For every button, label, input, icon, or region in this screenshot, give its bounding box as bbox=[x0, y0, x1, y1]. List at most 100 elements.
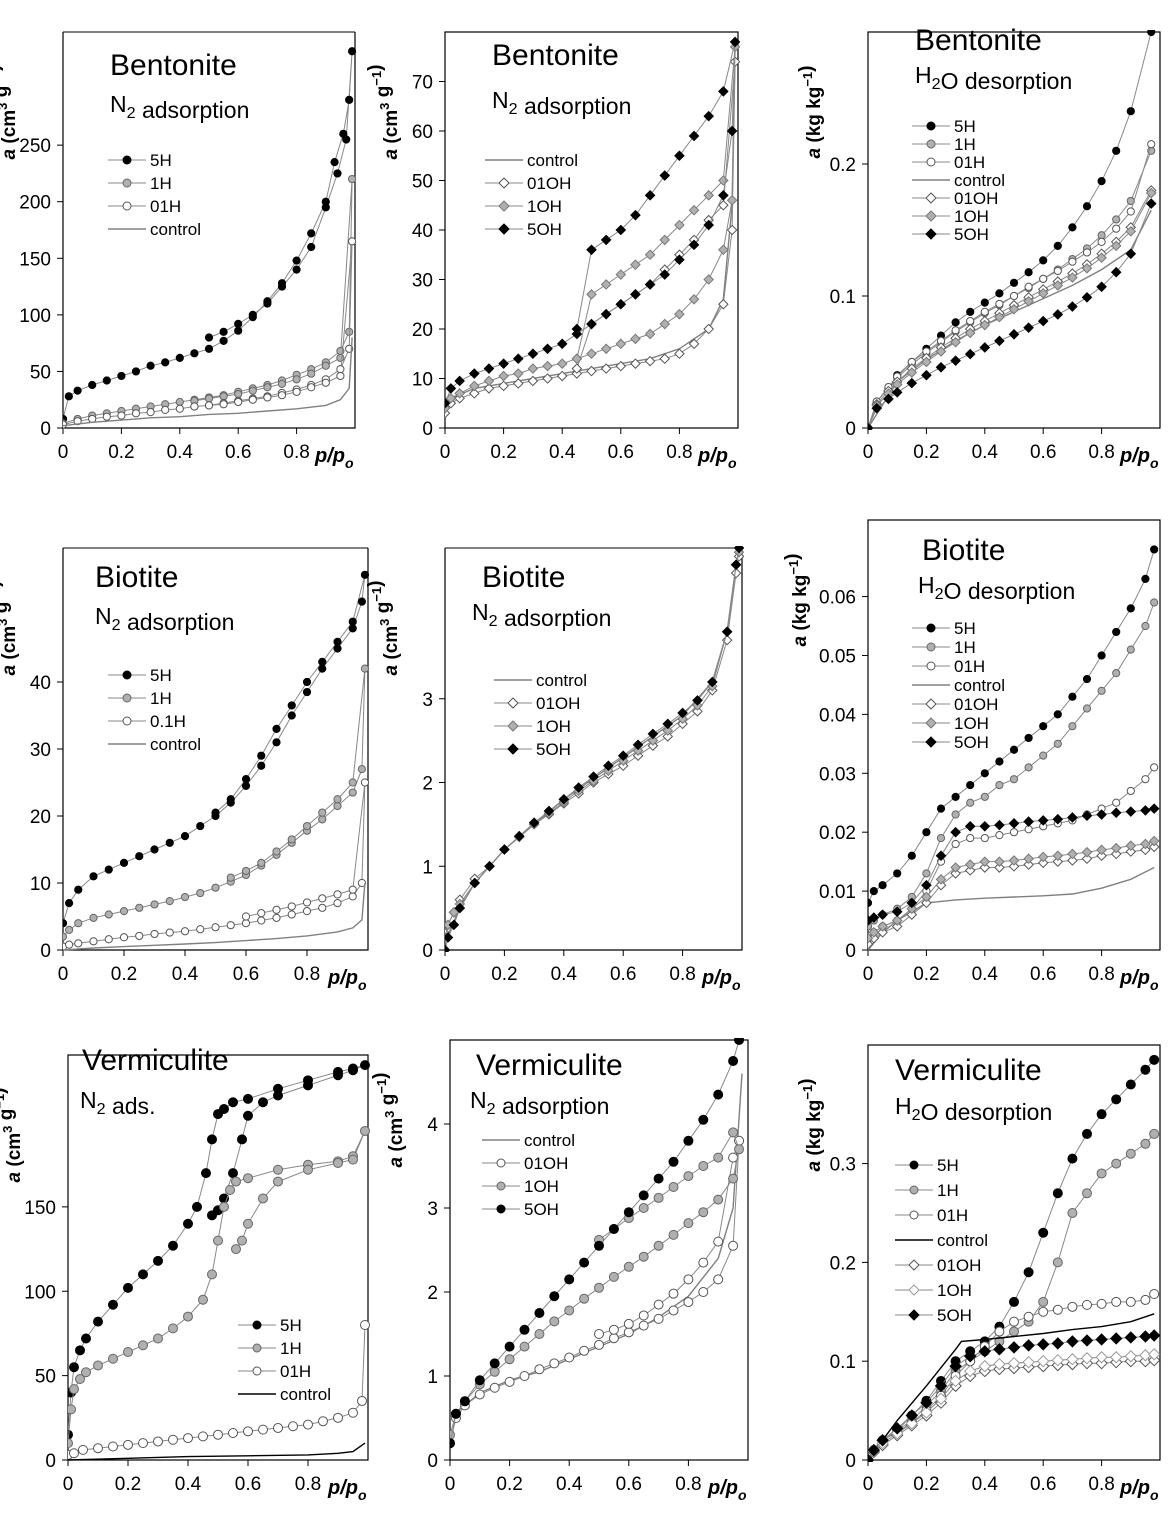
data-point bbox=[1009, 1326, 1019, 1337]
series-1OH bbox=[868, 835, 1160, 944]
data-point bbox=[1095, 1351, 1108, 1364]
legend-label: 01H bbox=[280, 1362, 311, 1381]
data-point bbox=[272, 847, 281, 856]
data-point bbox=[728, 1240, 739, 1251]
data-point bbox=[556, 338, 568, 350]
legend-item-1OH: 1OH bbox=[485, 197, 562, 216]
series-line bbox=[868, 1359, 1155, 1461]
data-point bbox=[966, 833, 975, 843]
legend-label: 01H bbox=[937, 1206, 968, 1225]
data-point bbox=[703, 219, 715, 231]
data-point bbox=[69, 1384, 79, 1395]
data-point bbox=[978, 1345, 992, 1358]
data-point bbox=[1007, 1356, 1021, 1370]
y-tick-label: 0 bbox=[845, 419, 856, 440]
data-point bbox=[348, 617, 357, 626]
plot-axes bbox=[62, 32, 356, 429]
legend-marker bbox=[498, 223, 510, 235]
data-point bbox=[1140, 844, 1151, 856]
x-tick-label: 0.8 bbox=[675, 1474, 701, 1495]
data-point bbox=[1023, 295, 1034, 307]
x-tick-label: 0.6 bbox=[233, 964, 259, 985]
series-line bbox=[445, 41, 736, 404]
legend-label: control bbox=[954, 171, 1005, 190]
data-point bbox=[1068, 223, 1077, 232]
legend-label: 5H bbox=[280, 1316, 302, 1335]
data-point bbox=[906, 367, 918, 378]
chart-title: Biotite bbox=[922, 534, 1005, 567]
data-point bbox=[1126, 786, 1135, 796]
legend-item-control: control bbox=[108, 735, 201, 754]
data-point bbox=[348, 788, 357, 797]
data-point bbox=[964, 865, 976, 876]
data-point bbox=[104, 865, 113, 874]
data-point bbox=[489, 1358, 500, 1369]
data-point bbox=[871, 402, 883, 414]
legend-marker bbox=[122, 716, 132, 726]
data-point bbox=[891, 915, 903, 926]
data-point bbox=[1037, 851, 1049, 863]
data-point bbox=[257, 751, 266, 760]
data-point bbox=[330, 158, 339, 167]
legend-item-01H: 01H bbox=[912, 153, 985, 172]
x-tick-label: 0 bbox=[58, 964, 69, 985]
data-point bbox=[333, 795, 342, 804]
data-point bbox=[1096, 809, 1107, 820]
legend-label: 5H bbox=[954, 117, 976, 136]
data-point bbox=[180, 892, 190, 902]
data-point bbox=[698, 1114, 709, 1125]
legend-marker bbox=[926, 157, 936, 167]
data-point bbox=[677, 713, 688, 725]
data-point bbox=[1008, 303, 1020, 315]
data-point bbox=[73, 417, 82, 426]
data-point bbox=[357, 878, 366, 888]
data-point bbox=[1066, 1353, 1079, 1366]
data-point bbox=[934, 1379, 948, 1393]
data-point bbox=[445, 932, 454, 943]
data-point bbox=[713, 1194, 724, 1205]
data-point bbox=[1112, 224, 1121, 233]
data-point bbox=[204, 401, 214, 410]
data-point bbox=[1037, 815, 1049, 826]
data-point bbox=[219, 327, 228, 336]
y-tick-label: 10 bbox=[30, 874, 51, 895]
data-point bbox=[348, 1065, 358, 1076]
data-point bbox=[1141, 621, 1150, 631]
data-point bbox=[190, 402, 199, 411]
data-point bbox=[1082, 1128, 1092, 1139]
x-tick-label: 0.6 bbox=[616, 1474, 642, 1495]
legend-item-01H: 01H bbox=[912, 657, 985, 676]
series-1H bbox=[868, 146, 1156, 430]
data-point bbox=[891, 921, 903, 932]
data-point bbox=[994, 862, 1005, 873]
data-point bbox=[594, 1240, 604, 1251]
data-point bbox=[683, 1274, 694, 1285]
data-point bbox=[564, 1305, 575, 1316]
series-1H bbox=[63, 664, 370, 941]
data-point bbox=[994, 1326, 1005, 1337]
data-point bbox=[257, 909, 266, 918]
data-point bbox=[489, 1382, 500, 1393]
y-tick-label: 30 bbox=[30, 740, 51, 761]
data-point bbox=[1009, 745, 1019, 754]
legend-label: 1OH bbox=[536, 717, 571, 736]
series-line bbox=[868, 846, 1155, 945]
data-point bbox=[995, 780, 1004, 790]
series-line bbox=[868, 808, 1155, 921]
data-point bbox=[994, 335, 1005, 347]
x-axis-label: p/po bbox=[707, 1477, 747, 1503]
legend-label: 01OH bbox=[524, 1154, 568, 1173]
legend-item-01OH: 01OH bbox=[482, 1154, 568, 1173]
data-point bbox=[586, 348, 597, 360]
data-point bbox=[277, 282, 287, 291]
data-point bbox=[615, 269, 627, 280]
data-point bbox=[63, 932, 68, 941]
data-point bbox=[615, 338, 627, 350]
data-point bbox=[333, 1070, 343, 1081]
data-point bbox=[1082, 248, 1092, 257]
chart-subtitle: N2 adsorption bbox=[95, 603, 234, 635]
data-point bbox=[102, 376, 111, 385]
legend-marker bbox=[498, 177, 510, 189]
data-point bbox=[877, 927, 888, 938]
